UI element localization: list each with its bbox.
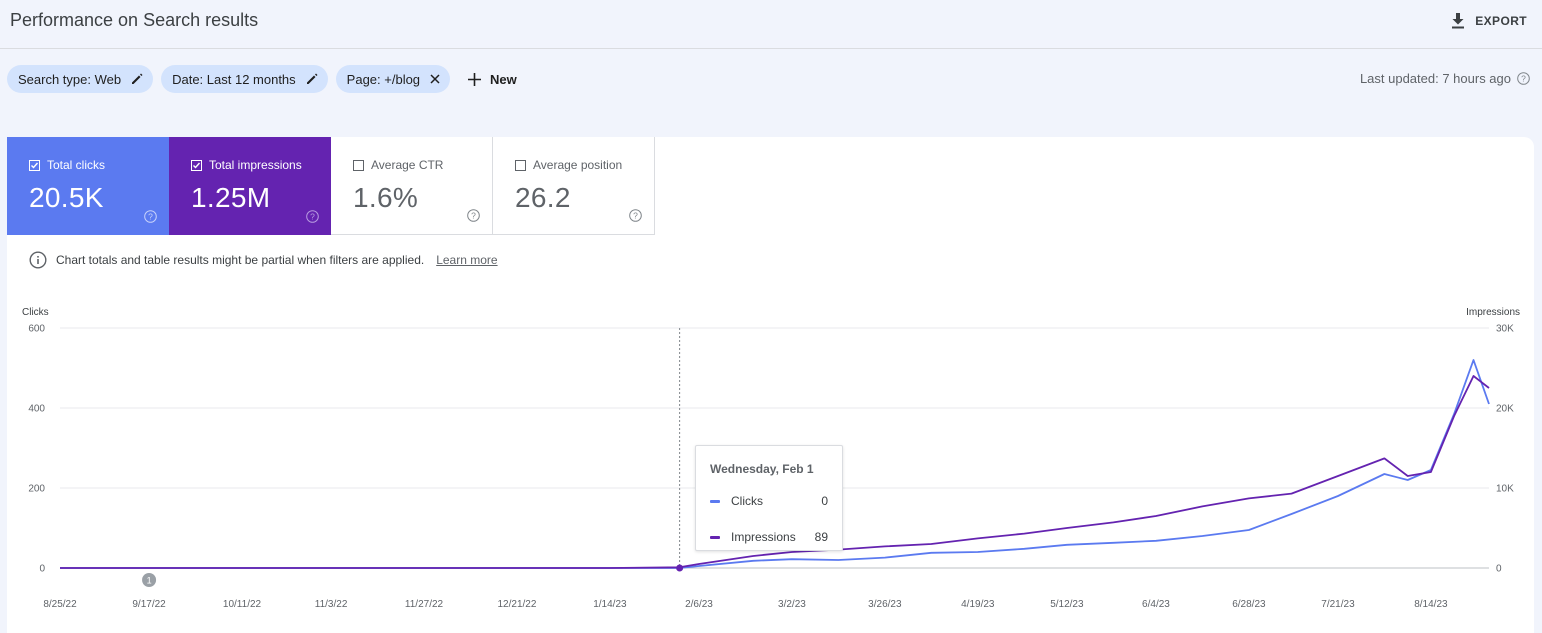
metric-label: Average position (533, 158, 623, 172)
chart-tooltip: Wednesday, Feb 1 Clicks 0 Impressions 89 (695, 445, 843, 551)
help-icon[interactable]: ? (306, 210, 319, 223)
metric-label: Total impressions (209, 158, 302, 172)
right-tick-label: 10K (1496, 484, 1514, 495)
checkbox-unchecked-icon[interactable] (353, 159, 364, 171)
annotation-marker (142, 573, 157, 587)
last-updated-text: Last updated: 7 hours ago (1359, 71, 1511, 86)
x-tick-label: 11/27/22 (405, 599, 444, 610)
x-tick-label: 10/11/22 (223, 599, 262, 610)
info-icon (29, 251, 47, 269)
svg-text:?: ? (148, 212, 153, 222)
x-tick-label: 7/21/23 (1321, 599, 1355, 610)
right-tick-label: 0 (1496, 564, 1502, 575)
metric-label-row: Average CTR (353, 158, 492, 172)
tooltip-value: 89 (814, 530, 828, 544)
metric-label: Total clicks (47, 158, 106, 172)
x-tick-label: 1/14/23 (593, 599, 627, 610)
left-tick-label: 600 (28, 324, 45, 335)
left-tick-label: 200 (28, 484, 45, 495)
checkbox-checked-icon[interactable] (191, 159, 202, 171)
right-tick-label: 30K (1496, 324, 1514, 335)
last-updated: Last updated: 7 hours ago ? (1360, 71, 1530, 86)
notice-text: Chart totals and table results might be … (56, 253, 425, 267)
help-icon[interactable]: ? (1517, 72, 1530, 85)
metric-label-row: Total clicks (29, 158, 169, 172)
partial-data-notice: Chart totals and table results might be … (29, 251, 498, 269)
top-bar: Performance on Search results EXPORT (0, 0, 1542, 49)
help-icon[interactable]: ? (629, 209, 642, 222)
checkbox-unchecked-icon[interactable] (515, 159, 526, 171)
metric-value: 26.2 (515, 182, 571, 213)
x-tick-label: 8/25/22 (43, 599, 77, 610)
metric-label: Average CTR (371, 158, 444, 172)
filter-chip-page[interactable]: Page: +/blog (335, 65, 451, 93)
pencil-icon[interactable] (306, 73, 318, 85)
x-tick-label: 3/26/23 (868, 599, 902, 610)
chip-label: Page: +/blog (346, 71, 421, 87)
checkbox-checked-icon[interactable] (29, 159, 40, 171)
plus-icon (468, 72, 482, 86)
svg-text:?: ? (471, 211, 476, 221)
x-tick-label: 5/12/23 (1050, 599, 1084, 610)
page-title: Performance on Search results (10, 10, 259, 30)
x-tick-label: 11/3/22 (315, 599, 348, 610)
x-tick-label: 3/2/23 (778, 599, 806, 610)
tooltip-label: Impressions (731, 530, 796, 544)
x-tick-label: 8/14/23 (1414, 599, 1448, 610)
x-tick-label: 12/21/22 (498, 599, 537, 610)
metric-total-impressions[interactable]: Total impressions 1.25M ? (169, 137, 331, 235)
x-tick-label: 4/19/23 (961, 599, 995, 610)
right-tick-label: 20K (1496, 404, 1514, 415)
left-axis-title: Clicks (22, 307, 49, 318)
tooltip-label: Clicks (731, 494, 763, 508)
metric-average-position[interactable]: Average position 26.2 ? (493, 137, 655, 235)
tooltip-value: 0 (821, 494, 828, 508)
new-filter-button[interactable]: New (468, 72, 517, 87)
tooltip-row-clicks: Clicks 0 (710, 494, 828, 508)
svg-text:?: ? (1521, 74, 1526, 84)
annotation-marker-label: 1 (147, 576, 152, 586)
filter-chip-date[interactable]: Date: Last 12 months (161, 65, 328, 93)
learn-more-link[interactable]: Learn more (436, 253, 498, 267)
metric-label-row: Average position (515, 158, 654, 172)
hover-point (676, 564, 684, 572)
tooltip-row-impressions: Impressions 89 (710, 530, 828, 544)
pencil-icon[interactable] (131, 73, 143, 85)
export-button[interactable]: EXPORT (1451, 10, 1527, 32)
metric-value: 20.5K (29, 182, 104, 213)
help-icon[interactable]: ? (467, 209, 480, 222)
left-tick-label: 400 (28, 404, 45, 415)
clicks-swatch (710, 499, 720, 503)
help-icon[interactable]: ? (144, 210, 157, 223)
x-tick-label: 6/28/23 (1232, 599, 1266, 610)
metric-average-ctr[interactable]: Average CTR 1.6% ? (331, 137, 493, 235)
svg-text:?: ? (310, 212, 315, 222)
chip-label: Search type: Web (18, 71, 122, 87)
download-icon (1452, 13, 1465, 29)
export-label: EXPORT (1475, 14, 1527, 28)
x-tick-label: 9/17/22 (132, 599, 166, 610)
performance-card: Total clicks 20.5K ? Total impressions 1… (7, 137, 1534, 633)
metric-total-clicks[interactable]: Total clicks 20.5K ? (7, 137, 169, 235)
metric-value: 1.25M (191, 182, 271, 213)
close-icon[interactable] (430, 74, 440, 84)
filter-bar: Search type: Web Date: Last 12 months Pa… (7, 65, 517, 93)
impressions-swatch (710, 535, 720, 539)
filter-chip-search-type[interactable]: Search type: Web (7, 65, 154, 93)
tooltip-date: Wednesday, Feb 1 (710, 462, 814, 476)
metric-value: 1.6% (353, 182, 419, 213)
right-axis-title: Impressions (1466, 307, 1520, 318)
chip-label: Date: Last 12 months (172, 71, 296, 87)
x-tick-label: 6/4/23 (1142, 599, 1170, 610)
metric-label-row: Total impressions (191, 158, 331, 172)
left-tick-label: 0 (39, 564, 45, 575)
svg-text:?: ? (633, 211, 638, 221)
new-filter-label: New (490, 71, 517, 87)
x-tick-label: 2/6/23 (685, 599, 713, 610)
